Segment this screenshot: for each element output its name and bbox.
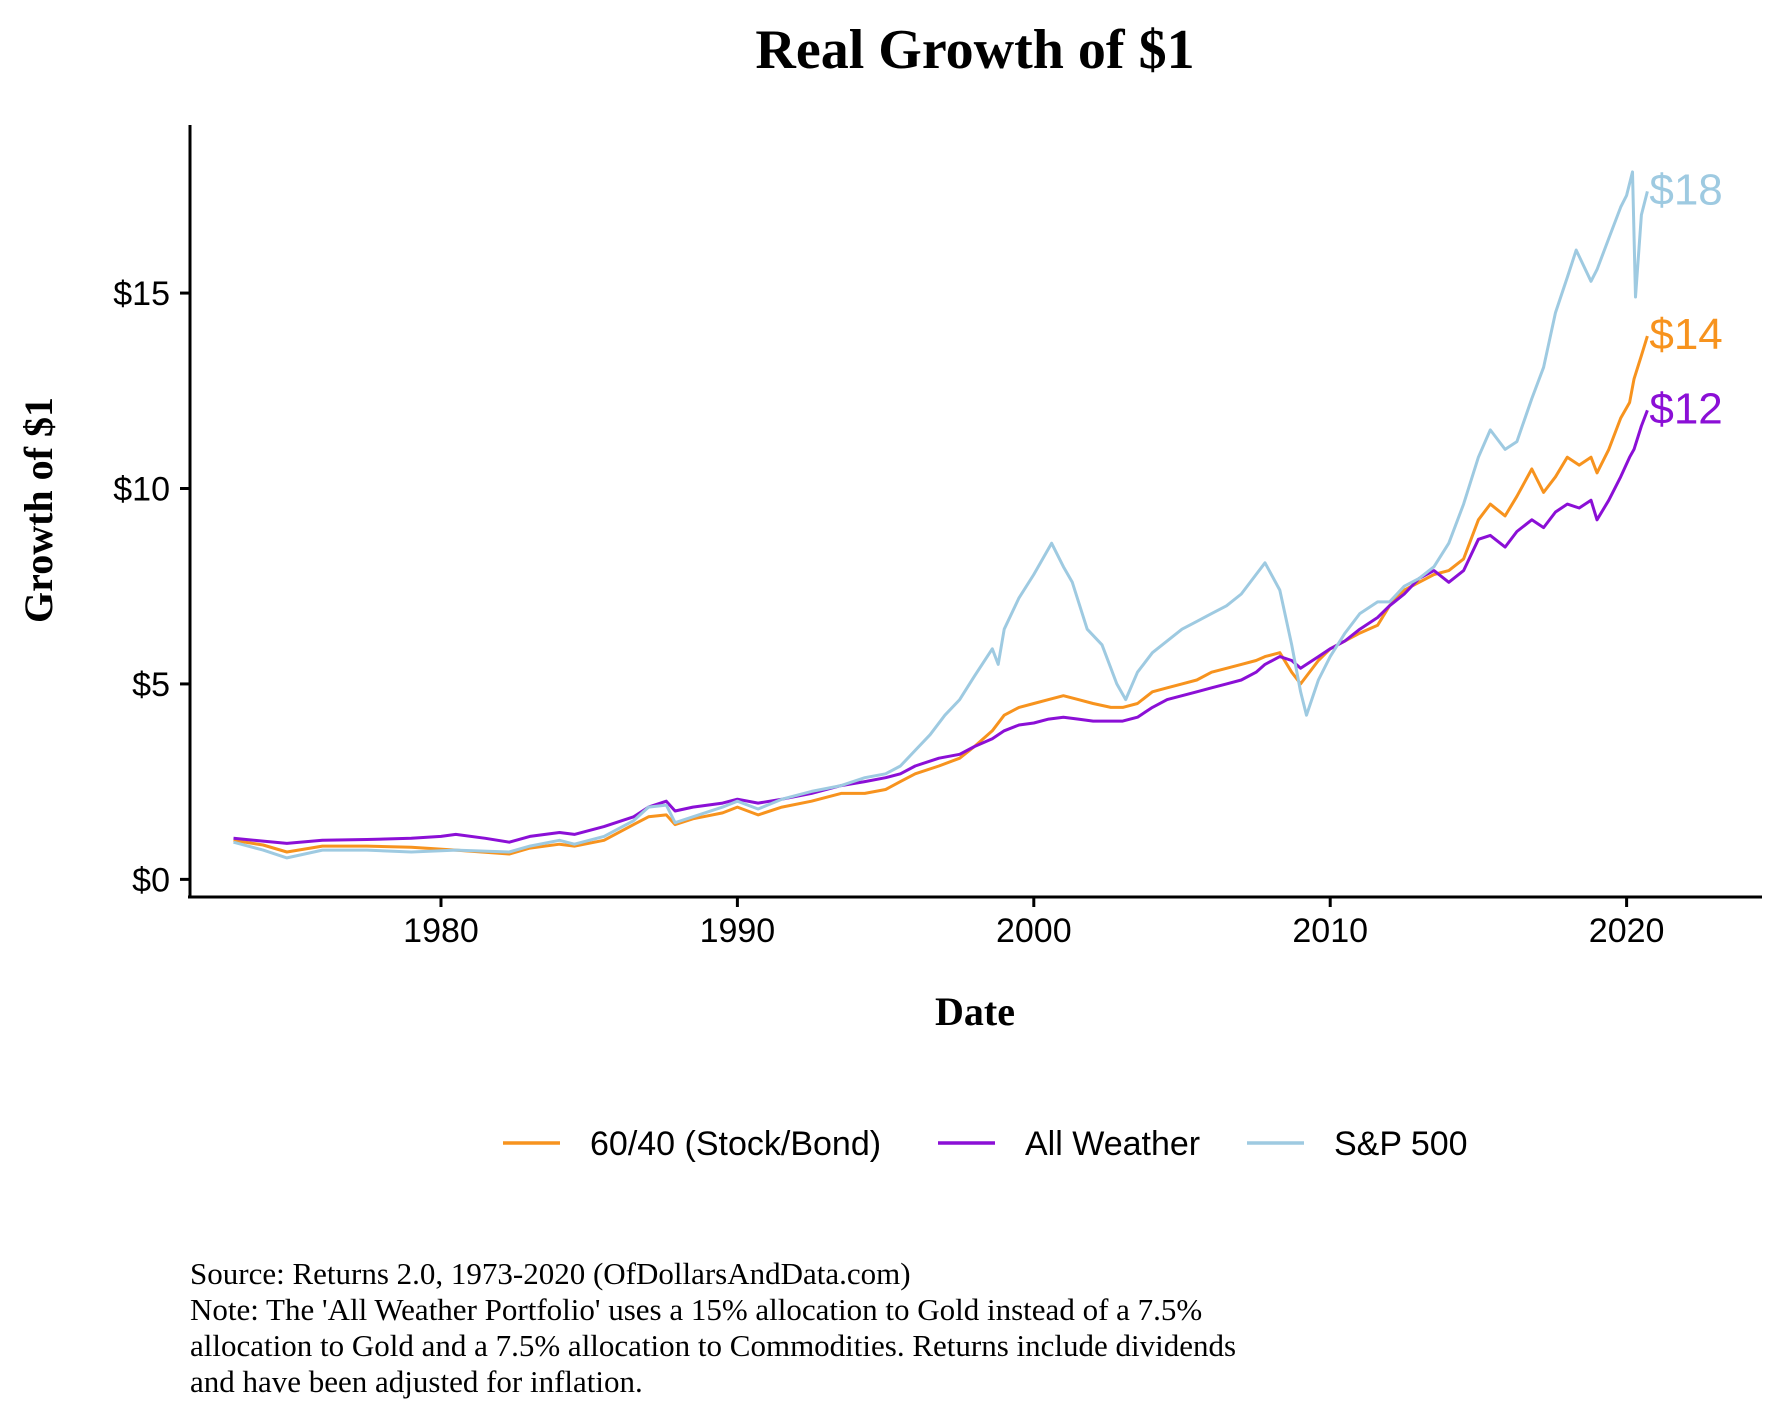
x-tick-label: 2020 xyxy=(1589,912,1665,950)
legend-label-6040: 60/40 (Stock/Bond) xyxy=(590,1125,881,1163)
x-axis-title: Date xyxy=(935,989,1015,1034)
x-tick-label: 2010 xyxy=(1292,912,1368,950)
legend: 60/40 (Stock/Bond) All Weather S&P 500 xyxy=(503,1125,1468,1163)
note-line: Note: The 'All Weather Portfolio' uses a… xyxy=(190,1292,1202,1327)
end-label-sp500: $18 xyxy=(1649,165,1722,214)
footer-caption: Source: Returns 2.0, 1973-2020 (OfDollar… xyxy=(190,1256,1236,1399)
series-line-all-weather xyxy=(233,409,1649,845)
source-note: Source: Returns 2.0, 1973-2020 (OfDollar… xyxy=(190,1256,911,1291)
note-line: allocation to Gold and a 7.5% allocation… xyxy=(190,1328,1236,1363)
series-line-6040 xyxy=(233,335,1649,856)
chart-title: Real Growth of $1 xyxy=(755,19,1194,81)
series-line-sp500 xyxy=(233,170,1649,860)
legend-label-sp500: S&P 500 xyxy=(1334,1125,1468,1163)
x-tick-label: 2000 xyxy=(996,912,1072,950)
y-tick-label: $0 xyxy=(132,861,170,899)
y-tick-label: $5 xyxy=(132,666,170,704)
end-label-all-weather: $12 xyxy=(1649,384,1722,433)
note-line: and have been adjusted for inflation. xyxy=(190,1364,643,1399)
y-tick-label: $15 xyxy=(113,275,170,313)
y-axis-title: Growth of $1 xyxy=(16,397,61,623)
end-label-6040: $14 xyxy=(1649,310,1722,359)
x-tick-label: 1980 xyxy=(403,912,479,950)
x-axis-ticks: 1980 1990 2000 2010 2020 xyxy=(403,897,1664,950)
x-tick-label: 1990 xyxy=(700,912,776,950)
plot-area: $14 $12 $18 xyxy=(233,165,1723,860)
legend-label-all-weather: All Weather xyxy=(1025,1125,1200,1163)
y-axis-ticks: $0 $5 $10 $15 xyxy=(113,275,190,899)
y-tick-label: $10 xyxy=(113,471,170,509)
